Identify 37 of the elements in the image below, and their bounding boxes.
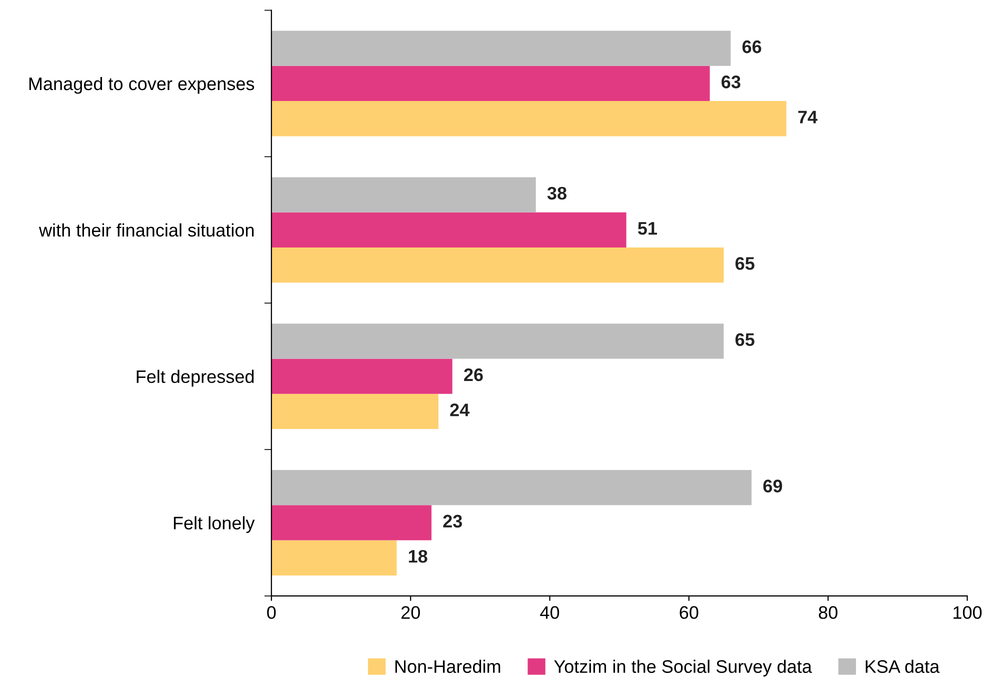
- bar: [271, 177, 536, 212]
- data-label: 24: [450, 404, 470, 416]
- y-tick-label: Felt depressed: [136, 370, 254, 387]
- bar: [271, 470, 752, 506]
- y-tick-label: with their financial situation: [38, 223, 254, 237]
- bar: [271, 212, 626, 248]
- legend-label: Yotzim in the Social Survey data: [554, 660, 812, 677]
- data-label: 23: [443, 514, 462, 528]
- data-label: 18: [408, 550, 428, 563]
- data-label: 66: [742, 40, 762, 54]
- bar: [271, 66, 710, 102]
- bar: [271, 358, 452, 394]
- x-tick-label: 80: [818, 606, 838, 619]
- bar: [271, 30, 731, 66]
- data-label: 65: [735, 333, 754, 346]
- data-label: 74: [798, 110, 818, 124]
- y-tick-label: Felt lonely: [174, 516, 255, 534]
- data-label: 51: [638, 222, 657, 235]
- bar: [271, 540, 397, 576]
- legend-label: KSA data: [866, 660, 940, 673]
- legend-label: Non-Haredim: [395, 660, 500, 673]
- data-label: 38: [547, 186, 566, 200]
- bar: [271, 247, 724, 283]
- bar: [271, 505, 432, 540]
- data-label: 69: [763, 480, 782, 492]
- x-tick-label: 0: [267, 606, 276, 619]
- x-tick-label: 40: [540, 606, 560, 619]
- x-tick-label: 100: [954, 606, 982, 619]
- data-label: 26: [464, 368, 483, 382]
- data-label: 65: [735, 257, 754, 270]
- data-label: 63: [722, 76, 740, 88]
- x-tick-label: 20: [401, 606, 420, 619]
- bar: [271, 101, 786, 136]
- bar: [271, 394, 438, 430]
- y-tick-label: Managed to cover expenses: [29, 76, 254, 94]
- x-tick-label: 60: [680, 606, 698, 619]
- bar: [271, 324, 724, 359]
